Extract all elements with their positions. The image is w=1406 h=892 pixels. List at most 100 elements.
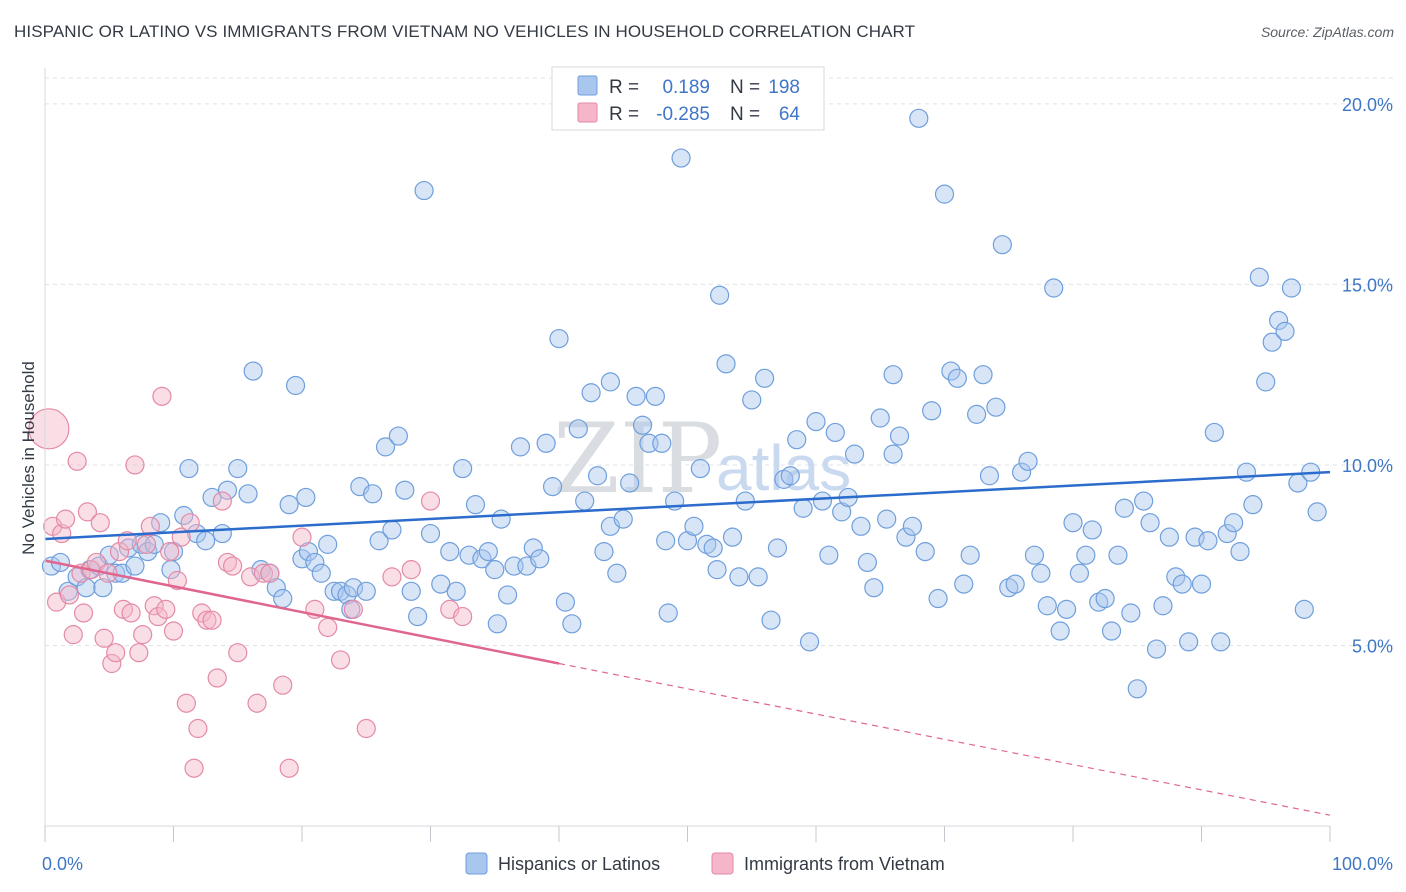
hispanics-point	[812, 491, 833, 511]
vietnam-point	[356, 718, 376, 739]
vietnam-point	[420, 491, 441, 511]
hispanics-point	[549, 328, 569, 349]
hispanics-point	[498, 585, 518, 605]
hispanics-point	[1268, 310, 1289, 331]
vietnam-point	[382, 567, 402, 587]
vietnam-point	[156, 599, 176, 619]
vietnam-point	[109, 541, 130, 562]
hispanics-point	[1076, 545, 1096, 565]
y-tick-labels: 5.0% 10.0% 15.0% 20.0%	[1342, 95, 1393, 657]
vietnam-point	[401, 560, 421, 580]
vietnam-point	[106, 643, 126, 663]
hispanics-point	[414, 180, 434, 201]
hispanics-point	[684, 516, 704, 536]
hispanics-point	[388, 426, 408, 446]
hispanics-point	[754, 368, 775, 388]
hispanics-point	[671, 148, 691, 168]
stats-n-label-pink: N =	[730, 104, 760, 125]
hispanics-point	[1179, 632, 1199, 652]
x-tick-label-max: 100.0%	[1332, 854, 1393, 874]
hispanics-point	[1089, 592, 1109, 612]
vietnam-point	[59, 585, 80, 605]
hispanics-point	[1063, 513, 1083, 533]
hispanics-point	[1069, 563, 1090, 583]
vietnam-point	[279, 758, 299, 778]
hispanics-point	[1191, 574, 1212, 594]
hispanics-point	[568, 419, 588, 439]
vietnam-point	[253, 563, 274, 583]
vietnam-point	[217, 552, 238, 573]
hispanics-point	[1018, 451, 1038, 471]
hispanics-point	[174, 505, 194, 526]
hispanics-point	[748, 567, 768, 587]
vietnam-point	[163, 621, 184, 641]
hispanics-point	[793, 498, 813, 518]
hispanics-point	[986, 397, 1006, 417]
vietnam-point	[241, 567, 261, 587]
hispanics-point	[607, 563, 627, 583]
y-tick-label: 15.0%	[1342, 275, 1393, 295]
hispanics-point	[1243, 495, 1263, 515]
hispanics-point	[883, 365, 903, 385]
hispanics-point	[228, 458, 248, 479]
x-axis	[44, 68, 1331, 842]
hispanics-point	[1307, 502, 1327, 522]
chart-title: HISPANIC OR LATINO VS IMMIGRANTS FROM VI…	[14, 22, 916, 41]
hispanics-point	[311, 563, 331, 583]
hispanics-point	[1172, 574, 1192, 594]
watermark-zip: ZIP	[553, 403, 722, 515]
hispanics-point	[485, 560, 505, 580]
hispanics-point	[1217, 523, 1237, 544]
hispanics-point	[922, 401, 942, 421]
hispanics-point	[819, 545, 839, 565]
hispanics-point	[93, 578, 113, 598]
hispanics-point	[1140, 513, 1160, 533]
hispanics-point	[710, 285, 730, 305]
vietnam-point	[180, 513, 200, 533]
hispanics-point	[1114, 498, 1135, 518]
hispanics-point	[382, 520, 402, 540]
hispanics-point	[870, 408, 890, 428]
hispanics-point	[967, 404, 987, 424]
hispanics-point	[690, 458, 710, 479]
stats-r-value-blue: 0.189	[662, 77, 710, 98]
hispanics-point	[431, 574, 451, 594]
vietnam-point	[260, 563, 280, 583]
hispanics-point	[238, 484, 258, 504]
hispanics-point	[453, 458, 473, 479]
hispanics-point	[1050, 621, 1070, 641]
vietnam-point	[77, 502, 98, 522]
hispanics-point	[217, 480, 238, 500]
hispanics-point	[296, 487, 316, 508]
hispanics-point	[767, 538, 788, 558]
vietnam-point	[152, 386, 172, 406]
hispanics-point	[459, 545, 479, 565]
trend-lines	[44, 470, 1331, 816]
hispanics-point	[1037, 596, 1057, 616]
hispanics-point	[76, 578, 96, 598]
hispanics-point	[703, 538, 723, 558]
hispanics-point	[1230, 541, 1250, 562]
hispanics-point	[1185, 527, 1205, 547]
hispanics-point	[742, 390, 762, 410]
vietnam-point	[67, 451, 87, 471]
hispanics-point	[202, 487, 222, 508]
hispanics-point	[1095, 588, 1115, 609]
hispanics-point	[395, 480, 415, 500]
hispanics-point	[318, 534, 338, 554]
vietnam-point	[292, 527, 312, 547]
x-tick-label-min: 0.0%	[42, 854, 83, 874]
watermark: ZIP atlas	[553, 403, 851, 515]
hispanics-point	[697, 534, 717, 554]
vietnam-point	[197, 610, 217, 630]
hispanics-point	[343, 578, 363, 598]
hispanics-point	[375, 437, 396, 457]
hispanics-point	[947, 368, 967, 388]
hispanics-point	[787, 430, 807, 450]
hispanics-point	[1082, 520, 1102, 540]
hispanics-point	[1236, 462, 1257, 482]
hispanics-point	[1204, 422, 1224, 443]
hispanics-point	[1108, 545, 1128, 565]
hispanics-point	[1134, 491, 1154, 511]
vietnam-point	[102, 653, 122, 674]
